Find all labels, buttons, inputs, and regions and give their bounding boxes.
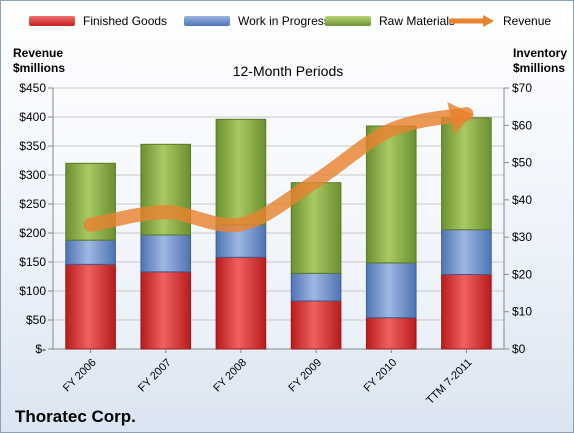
right-axis-tick-label: $50 <box>512 156 532 170</box>
legend-label-work-in-progress: Work in Progress <box>238 14 330 28</box>
left-axis-tick-label: $400 <box>19 110 46 124</box>
x-axis-tick-label: FY 2007 <box>136 357 174 395</box>
bar-finished-goods <box>65 263 116 350</box>
legend-label-raw-materials: Raw Materials <box>379 14 456 28</box>
x-axis-tick-label: FY 2008 <box>211 357 249 395</box>
bar-work-in-progress <box>441 229 492 275</box>
left-axis-title-line2: $millions <box>13 61 66 75</box>
bar-finished-goods <box>215 256 267 350</box>
right-axis-title-line2: $millions <box>513 61 566 75</box>
right-axis-tick-label: $10 <box>512 305 532 319</box>
x-axis-tick-label: FY 2010 <box>362 357 400 395</box>
right-axis-title: Inventory $millions <box>513 46 567 76</box>
bar-work-in-progress <box>140 234 192 273</box>
right-axis-title-line1: Inventory <box>513 46 568 60</box>
bar-finished-goods <box>140 271 192 350</box>
right-axis-tick-label: $0 <box>512 342 526 356</box>
legend-item-revenue: Revenue <box>449 14 551 28</box>
bar-finished-goods <box>365 317 417 350</box>
bar-work-in-progress <box>365 262 417 319</box>
bar-work-in-progress <box>65 239 116 265</box>
bar-raw-materials <box>215 118 267 226</box>
left-axis-tick-label: $450 <box>19 81 46 95</box>
right-axis-tick-label: $30 <box>512 230 532 244</box>
x-axis-tick-label: FY 2009 <box>286 357 324 395</box>
bar-raw-materials <box>365 125 417 264</box>
legend-swatch-finished-goods <box>29 16 75 26</box>
left-axis-tick-label: $150 <box>19 255 46 269</box>
right-axis-tick-label: $60 <box>512 118 532 132</box>
left-axis-tick-label: $100 <box>19 284 46 298</box>
left-axis-title-line1: Revenue <box>13 46 64 60</box>
left-axis-tick-label: $200 <box>19 226 46 240</box>
revenue-arrowhead <box>447 101 473 136</box>
chart-title: 12-Month Periods <box>232 63 344 79</box>
legend-item-finished-goods: Finished Goods <box>29 14 167 28</box>
legend: Finished Goods Work in Progress Raw Mate… <box>29 14 569 36</box>
right-axis-tick-label: $40 <box>512 193 532 207</box>
legend-item-raw-materials: Raw Materials <box>325 14 455 28</box>
left-axis-tick-label: $- <box>35 342 46 356</box>
legend-swatch-work-in-progress <box>184 16 230 26</box>
x-axis-tick-label: FY 2006 <box>61 357 99 395</box>
legend-swatch-raw-materials <box>325 16 371 26</box>
left-axis-tick-label: $350 <box>19 139 46 153</box>
x-axis-tick-label: TTM 7-2011 <box>424 357 474 407</box>
legend-arrow-icon <box>449 15 494 27</box>
bar-raw-materials <box>441 117 492 231</box>
left-axis-title: Revenue $millions <box>13 46 65 76</box>
left-axis-tick-label: $250 <box>19 197 46 211</box>
bar-work-in-progress <box>290 272 342 302</box>
right-axis-tick-label: $20 <box>512 267 532 281</box>
legend-label-finished-goods: Finished Goods <box>83 14 168 28</box>
bar-finished-goods <box>290 300 342 350</box>
company-name: Thoratec Corp. <box>15 407 136 426</box>
bar-finished-goods <box>441 273 492 350</box>
right-axis-tick-label: $70 <box>512 81 532 95</box>
legend-item-work-in-progress: Work in Progress <box>184 14 330 28</box>
revenue-line <box>83 107 474 233</box>
left-axis-tick-label: $300 <box>19 168 46 182</box>
legend-label-revenue: Revenue <box>503 14 552 28</box>
left-axis-tick-label: $50 <box>26 313 46 327</box>
